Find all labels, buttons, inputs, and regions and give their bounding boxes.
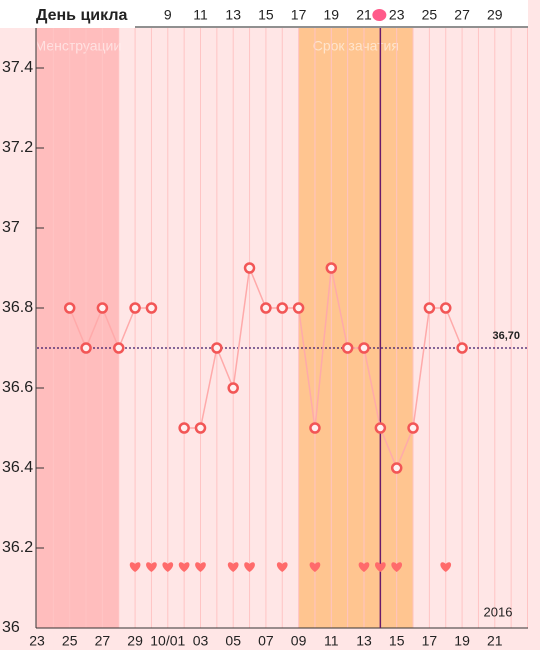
heart xyxy=(309,562,321,572)
data-point xyxy=(129,302,141,314)
data-point xyxy=(243,262,256,274)
data-point xyxy=(423,302,436,314)
data-point xyxy=(260,302,272,314)
data-point xyxy=(145,302,158,314)
cycle-day-label: 25 xyxy=(422,7,438,23)
data-point xyxy=(358,342,370,354)
heart xyxy=(178,562,190,572)
year-label: 2016 xyxy=(484,604,513,619)
data-point xyxy=(309,422,321,434)
cycle-day-label: 17 xyxy=(291,7,307,23)
x-tick-label: 21 xyxy=(487,633,503,649)
x-tick-label: 27 xyxy=(95,633,111,649)
heart xyxy=(129,562,141,572)
data-point xyxy=(178,422,190,434)
cycle-day-label: 19 xyxy=(324,7,340,23)
x-tick-label: 23 xyxy=(29,633,45,649)
heart xyxy=(162,562,174,572)
data-point xyxy=(325,262,338,274)
data-point xyxy=(96,302,109,314)
x-tick-label: 11 xyxy=(324,633,339,649)
data-point xyxy=(440,302,452,314)
data-point xyxy=(276,302,288,314)
today-dot xyxy=(372,9,387,21)
x-tick-label: 13 xyxy=(356,633,372,649)
x-tick-label: 29 xyxy=(127,633,143,649)
cycle-day-label: 11 xyxy=(193,7,208,23)
y-tick-label: 36.2 xyxy=(2,539,33,556)
heart xyxy=(146,562,157,572)
x-tick-label: 05 xyxy=(225,633,241,649)
x-tick-label: 25 xyxy=(62,633,78,649)
x-tick-label: 15 xyxy=(389,633,405,649)
data-point xyxy=(456,342,468,354)
y-tick-label: 36.4 xyxy=(2,459,33,476)
heart xyxy=(374,562,386,572)
data-point xyxy=(211,342,223,354)
x-tick-label: 17 xyxy=(422,633,438,649)
data-point xyxy=(227,382,239,394)
cycle-day-label: 21 xyxy=(356,7,372,23)
series-line xyxy=(184,265,463,470)
cycle-day-label: 23 xyxy=(389,7,405,23)
y-tick-label: 36.8 xyxy=(2,299,33,316)
cycle-day-label: 27 xyxy=(454,7,470,23)
cover-line-label: 36,70 xyxy=(492,330,520,342)
data-point xyxy=(113,342,125,354)
y-tick-label: 37.4 xyxy=(2,59,33,76)
heart xyxy=(244,562,255,572)
x-tick-label: 10/01 xyxy=(150,633,185,649)
x-tick-label: 19 xyxy=(454,633,470,649)
data-point xyxy=(63,302,76,314)
y-tick-label: 36 xyxy=(2,619,20,636)
heart xyxy=(358,562,370,572)
data-point xyxy=(407,422,419,434)
band xyxy=(298,28,414,628)
cycle-day-label: 13 xyxy=(225,7,241,23)
data-point xyxy=(80,342,92,354)
y-tick-label: 36.6 xyxy=(2,379,33,396)
heart xyxy=(440,562,452,572)
heart xyxy=(195,562,206,572)
x-label: День цикла xyxy=(36,7,127,24)
data-point xyxy=(341,342,354,354)
data-point xyxy=(374,422,387,434)
cycle-day-label: 9 xyxy=(164,7,172,23)
cycle-day-label: 15 xyxy=(258,7,274,23)
band-label: Срок зачатия xyxy=(313,38,399,54)
data-point xyxy=(292,302,305,314)
heart xyxy=(227,562,239,572)
y-tick-label: 37 xyxy=(2,219,20,236)
x-tick-label: 07 xyxy=(258,633,274,649)
heart xyxy=(276,562,288,572)
data-point xyxy=(194,422,207,434)
x-tick-label: 03 xyxy=(193,633,209,649)
header-bar xyxy=(0,0,528,28)
y-tick-label: 37.2 xyxy=(2,139,33,156)
cycle-day-label: 29 xyxy=(487,7,503,23)
x-tick-label: 09 xyxy=(291,633,307,649)
data-point xyxy=(390,462,403,474)
band-label: Менструации xyxy=(35,38,122,54)
heart xyxy=(391,562,403,572)
